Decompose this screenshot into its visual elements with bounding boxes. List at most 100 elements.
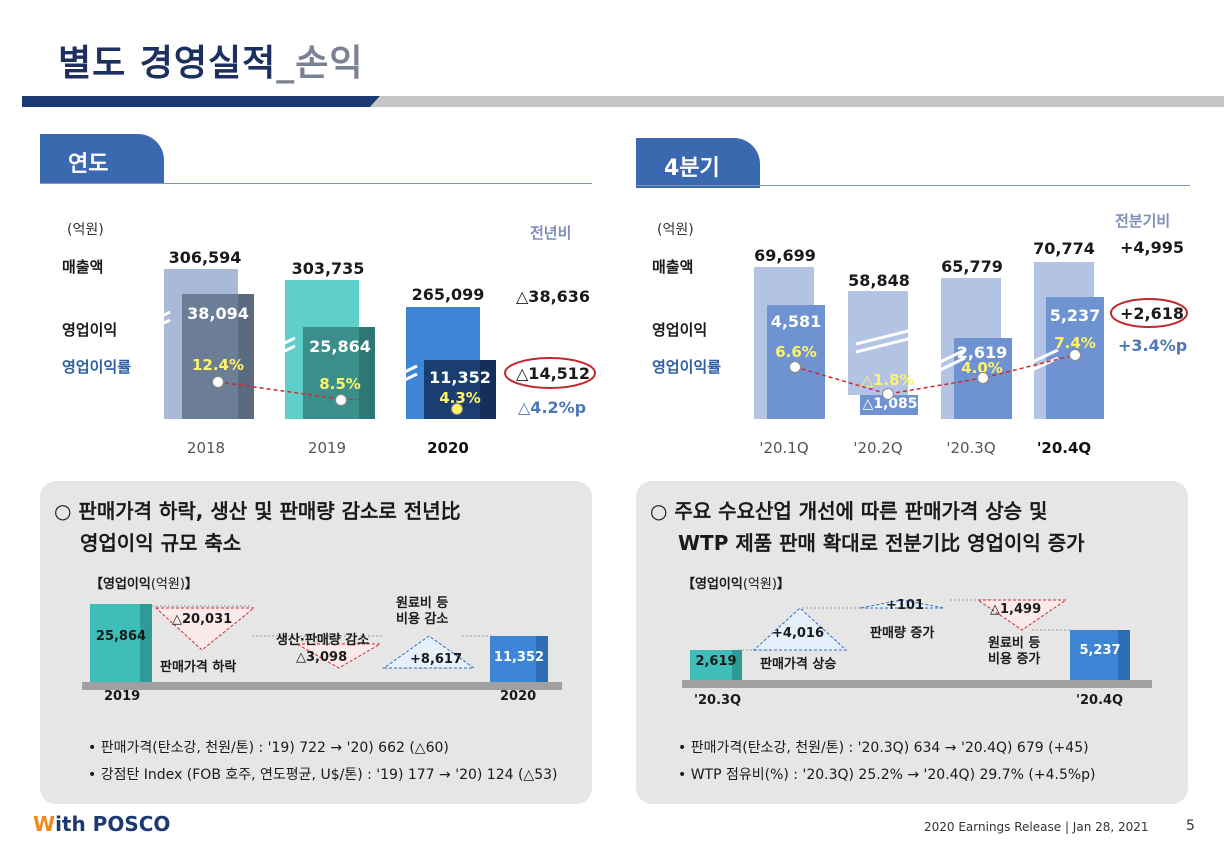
left-start-value: 25,864 — [95, 629, 147, 644]
q-op-1: 4,581 — [770, 312, 822, 331]
annual-rule — [40, 183, 592, 184]
page-number: 5 — [1186, 818, 1195, 834]
quarterly-change-circle — [1110, 298, 1188, 328]
quarterly-rule — [636, 185, 1190, 186]
annual-margin-2020: 4.3% — [439, 389, 481, 407]
annual-op-bar-2019-side — [359, 327, 375, 419]
annual-margin-dot-2018 — [212, 376, 224, 388]
q-margin-dot-3 — [977, 372, 989, 384]
annual-overlay — [145, 310, 418, 400]
annual-margin-dot-2019 — [335, 394, 347, 406]
right-step-1-marker — [752, 607, 848, 651]
right-end-bar-side — [1118, 630, 1130, 680]
quarterly-compare-header: 전분기비 — [1115, 212, 1171, 230]
q-label-2: '20.2Q — [853, 439, 903, 457]
annual-op-2018: 38,094 — [187, 304, 249, 323]
right-step-1-label: 판매가격 상승 — [760, 657, 837, 672]
right-bullet-2: • WTP 점유비(%) : '20.3Q) 25.2% → '20.4Q) 2… — [678, 767, 1096, 783]
left-start-bar-side — [140, 604, 152, 682]
annual-change-revenue: △38,636 — [516, 287, 591, 306]
posco-logo: With POSCO — [33, 812, 171, 836]
left-end-value: 11,352 — [493, 650, 545, 665]
q-margin-3: 4.0% — [961, 359, 1003, 377]
q-margin-dot-1 — [789, 361, 801, 373]
annual-compare-header: 전년비 — [530, 224, 572, 242]
q-margin-dot-2 — [882, 388, 894, 400]
title-underline — [22, 96, 1224, 107]
annual-revenue-2020: 265,099 — [411, 285, 485, 304]
annual-change-circle — [504, 357, 596, 389]
annual-revenue-2018: 306,594 — [168, 248, 242, 267]
right-step-2-value: +101 — [886, 598, 925, 613]
q-margin-1: 6.6% — [775, 343, 817, 361]
q-margin-4: 7.4% — [1054, 334, 1096, 352]
q-op-2: △1,085 — [862, 396, 918, 412]
annual-year-2019: 2019 — [307, 439, 347, 457]
left-waterfall — [82, 604, 562, 690]
left-baseline — [82, 682, 562, 690]
annual-break-marks — [145, 310, 418, 388]
left-step-2-label: 생산·판매량 감소 — [276, 633, 370, 648]
right-step-3-label: 원료비 등 비용 증가 — [988, 636, 1041, 667]
right-step-1-value: +4,016 — [772, 626, 825, 641]
annual-revenue-2019: 303,735 — [291, 259, 365, 278]
q-op-3: 2,619 — [956, 343, 1008, 362]
right-chart-label: 【영업이익(억원)】 — [682, 577, 790, 592]
right-baseline — [682, 680, 1152, 688]
right-step-3-value: △1,499 — [990, 602, 1042, 617]
left-bullet-1: • 판매가격(탄소강, 천원/톤) : '19) 722 → '20) 662 … — [88, 740, 449, 756]
annual-margin-2019: 8.5% — [319, 375, 361, 393]
left-step-1-label: 판매가격 하락 — [160, 660, 237, 675]
q-revenue-2: 58,848 — [848, 271, 910, 290]
quarterly-break-marks — [855, 326, 1059, 372]
tab-quarterly: 4분기 — [636, 138, 760, 188]
left-step-3-label: 원료비 등 비용 감소 — [396, 596, 449, 627]
left-end-bar-side — [536, 636, 548, 682]
left-chart-label: 【영업이익(억원)】 — [90, 577, 198, 592]
left-step-1-value: △20,031 — [172, 612, 233, 627]
q-margin-2: △1.8% — [861, 371, 915, 389]
annual-label-op-margin: 영업이익률 — [62, 358, 132, 376]
quarterly-label-op-margin: 영업이익률 — [652, 358, 722, 376]
quarterly-change-op-income: +2,618 — [1120, 304, 1185, 323]
right-step-2-label: 판매량 증가 — [870, 626, 935, 641]
left-step-1-marker — [154, 607, 256, 651]
annual-op-bar-2020-side — [480, 360, 496, 419]
quarterly-change-margin: +3.4%p — [1118, 336, 1188, 355]
annual-change-margin: △4.2%p — [518, 398, 587, 417]
left-panel-heading-2: 영업이익 규모 축소 — [80, 531, 242, 555]
annual-op-2019: 25,864 — [309, 337, 371, 356]
annual-op-2020: 11,352 — [429, 368, 491, 387]
q-revenue-4: 70,774 — [1033, 239, 1095, 258]
left-step-3-marker — [382, 635, 476, 669]
tab-annual: 연도 — [40, 134, 164, 184]
right-end-value: 5,237 — [1079, 643, 1121, 658]
q-label-4: '20.4Q — [1036, 439, 1092, 457]
quarterly-change-revenue: +4,995 — [1120, 238, 1185, 257]
right-start-bar-side — [732, 650, 742, 680]
quarterly-overlay — [794, 326, 1076, 395]
q-margin-dot-4 — [1069, 349, 1081, 361]
right-step-2-marker — [859, 599, 945, 609]
q-op-4: 5,237 — [1049, 306, 1101, 325]
annual-label-op-income: 영업이익 — [62, 321, 118, 339]
left-step-2-value: △3,098 — [296, 650, 348, 665]
quarterly-margin-trend — [794, 354, 1076, 395]
annual-change-op-income: △14,512 — [516, 364, 591, 383]
q-revenue-3: 65,779 — [941, 257, 1003, 276]
annual-margin-2018: 12.4% — [191, 356, 245, 374]
right-end-label: '20.4Q — [1076, 693, 1124, 708]
annual-label-revenue: 매출액 — [62, 258, 104, 276]
q-revenue-1: 69,699 — [754, 246, 816, 265]
right-waterfall — [682, 599, 1152, 688]
q-label-3: '20.3Q — [946, 439, 996, 457]
q-label-1: '20.1Q — [759, 439, 809, 457]
annual-year-2020: 2020 — [427, 439, 469, 457]
left-end-label: 2020 — [500, 689, 537, 704]
left-step-2-marker — [295, 643, 382, 669]
q-op-bar-2 — [860, 395, 918, 415]
right-bullet-1: • 판매가격(탄소강, 천원/톤) : '20.3Q) 634 → '20.4Q… — [678, 740, 1089, 756]
quarterly-unit: (억원) — [657, 222, 694, 238]
quarterly-label-op-income: 영업이익 — [652, 321, 708, 339]
right-panel-heading-1: ○ 주요 수요산업 개선에 따른 판매가격 상승 및 — [650, 499, 1048, 523]
